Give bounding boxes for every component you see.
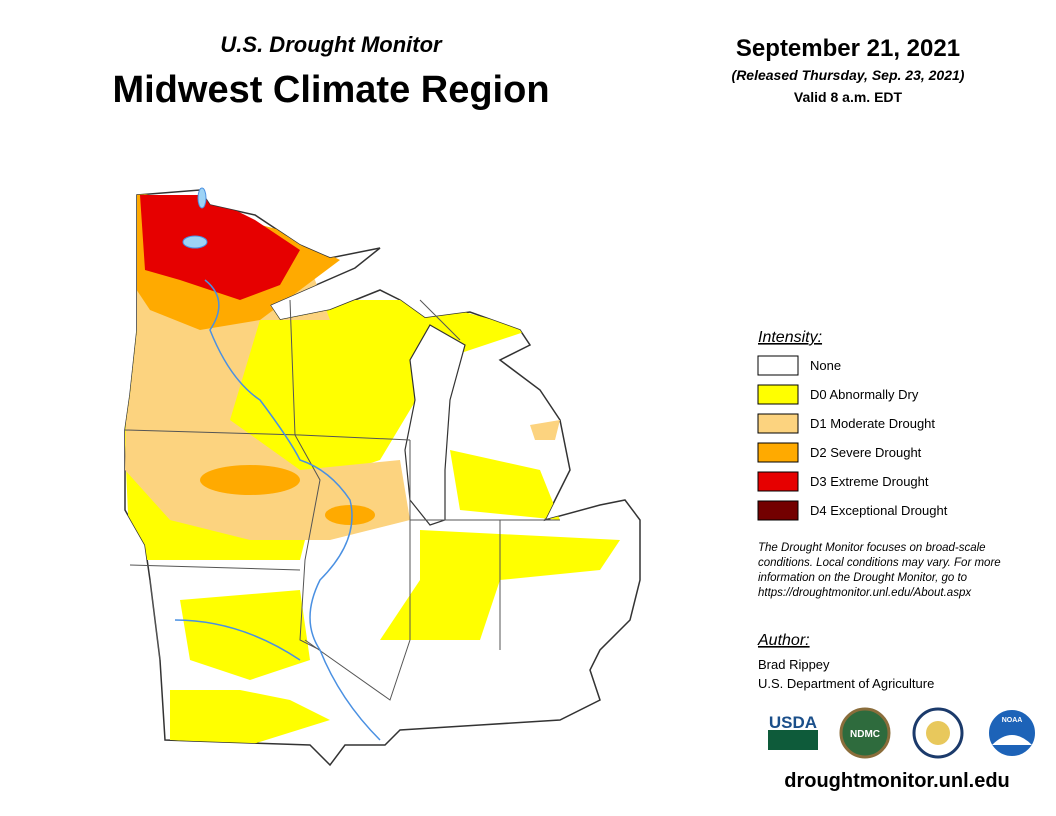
logo-text: USDA	[769, 713, 817, 732]
legend-swatch	[757, 500, 799, 521]
legend-swatch	[757, 471, 799, 492]
legend-swatch	[757, 384, 799, 405]
legend-label: D0 Abnormally Dry	[810, 387, 919, 402]
author-title: Author:	[757, 632, 810, 649]
legend-label: D2 Severe Drought	[810, 445, 922, 460]
legend-swatch	[757, 413, 799, 434]
note-line: The Drought Monitor focuses on broad-sca…	[758, 542, 986, 554]
website-url[interactable]: droughtmonitor.unl.edu	[784, 770, 1010, 792]
release-date: (Released Thursday, Sep. 23, 2021)	[732, 67, 965, 83]
legend-label: None	[810, 358, 841, 373]
legend-swatch	[757, 442, 799, 463]
map-date: September 21, 2021	[736, 35, 960, 62]
note-line: information on the Drought Monitor, go t…	[758, 572, 968, 584]
note: The Drought Monitor focuses on broad-sca…	[758, 542, 1001, 599]
author: Brad Rippey U.S. Department of Agricultur…	[758, 657, 934, 691]
legend-label: D4 Exceptional Drought	[810, 503, 948, 518]
legend: None D0 Abnormally Dry D1 Moderate Drought…	[757, 355, 948, 521]
logo-text: NOAA	[1002, 717, 1023, 724]
title: Midwest Climate Region	[112, 69, 549, 111]
valid-time: Valid 8 a.m. EDT	[794, 89, 903, 105]
subtitle: U.S. Drought Monitor	[220, 32, 443, 57]
logo-texts: USDA NDMC NOAA	[769, 713, 1022, 740]
author-line: U.S. Department of Agriculture	[758, 676, 934, 691]
legend-title: Intensity:	[758, 329, 822, 346]
logos	[768, 707, 1037, 759]
legend-label: D1 Moderate Drought	[810, 416, 935, 431]
map	[124, 187, 641, 767]
author-line: Brad Rippey	[758, 657, 830, 672]
note-line: https://droughtmonitor.unl.edu/About.asp…	[758, 587, 972, 599]
logo-text: NDMC	[850, 729, 880, 740]
legend-label: D3 Extreme Drought	[810, 474, 929, 489]
note-line: conditions. Local conditions may vary. F…	[758, 557, 1001, 569]
legend-swatch	[757, 355, 799, 376]
